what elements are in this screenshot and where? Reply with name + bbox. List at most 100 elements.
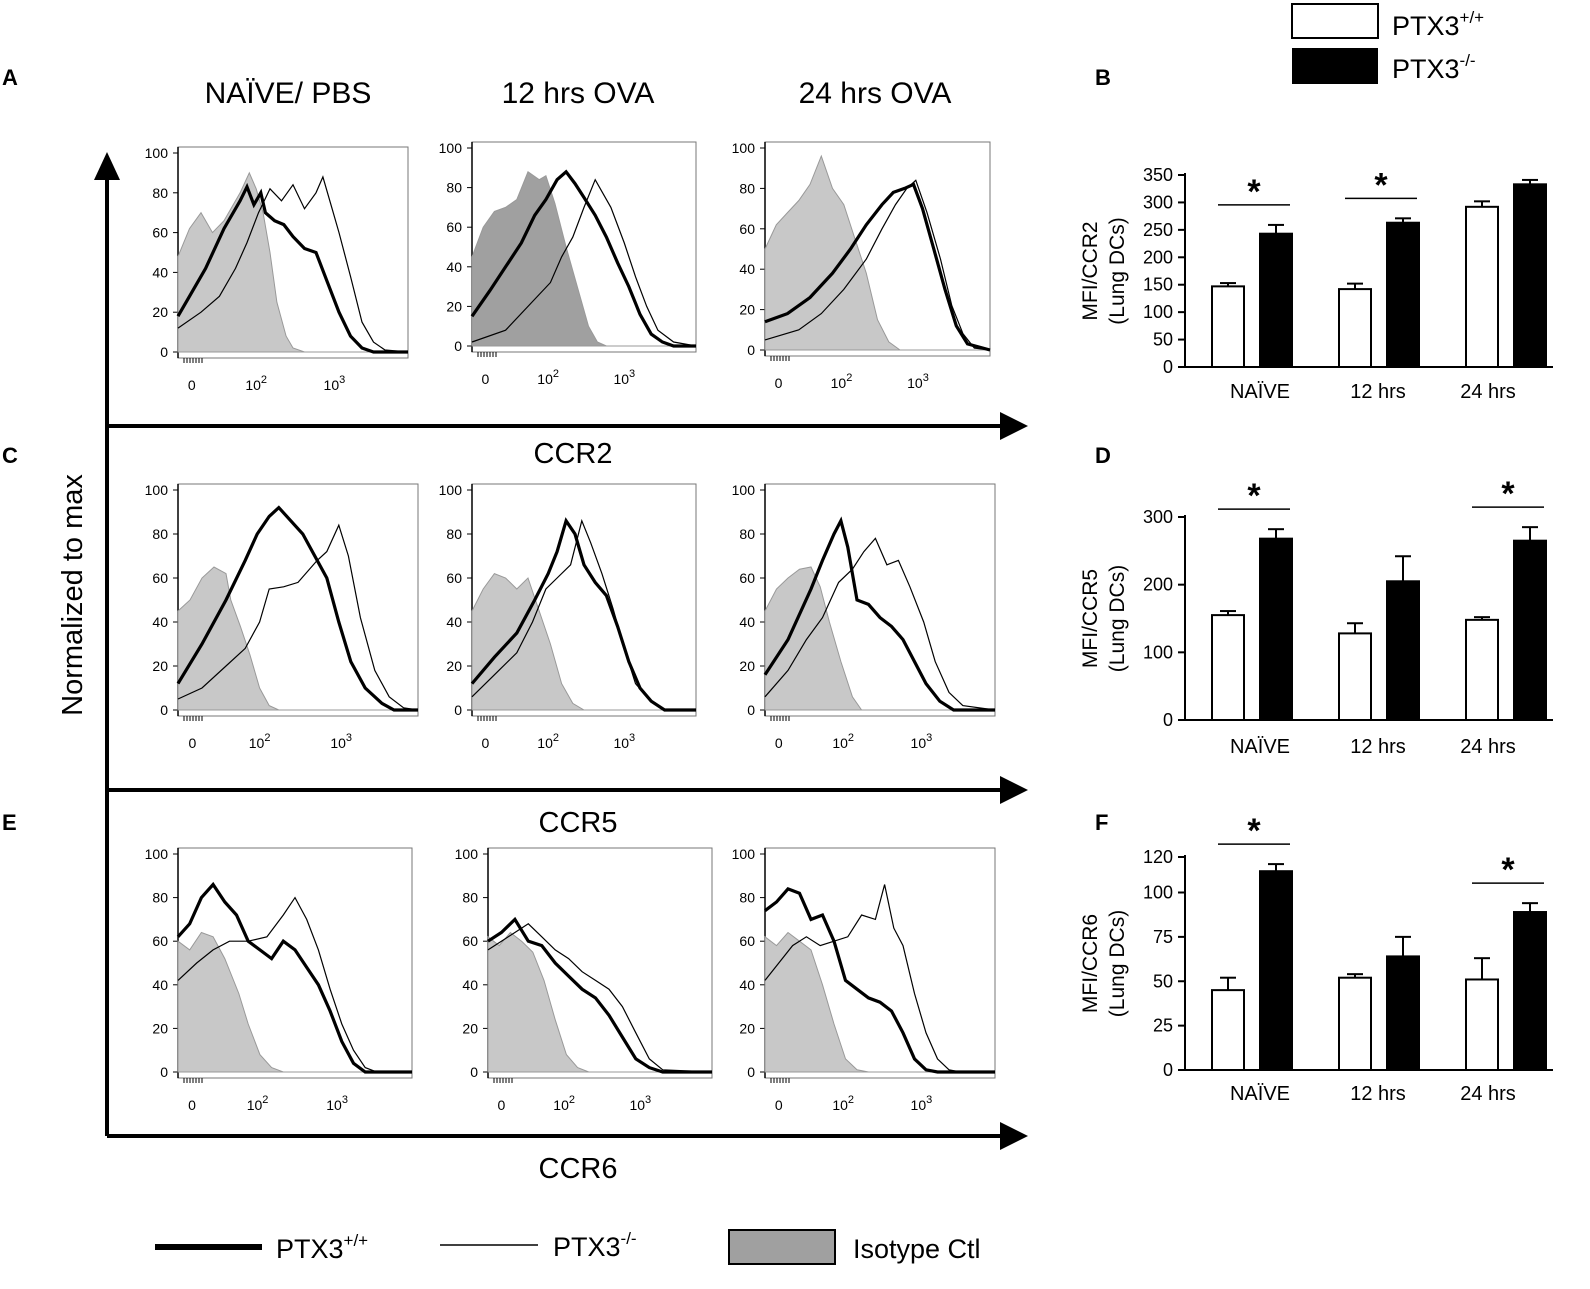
histogram-ptx3-wt-line <box>176 505 418 712</box>
histogram-x-tick-label: 0 <box>188 377 196 393</box>
significance-star: * <box>1501 475 1515 513</box>
bar-category-label: NAÏVE <box>1230 736 1290 758</box>
legend-top-ko-label: PTX3-/- <box>1392 51 1476 84</box>
histogram-ccr6-naive: 0 20 40 60 80 100 0 102 103 <box>145 846 413 1113</box>
histogram-isotype-area <box>764 931 995 1073</box>
bar-ptx3-wt <box>1338 976 1372 1072</box>
bar-y-tick-label: 0 <box>1163 710 1173 730</box>
histogram-y-tick-label: 40 <box>152 264 168 280</box>
histogram-x-tick-label: 0 <box>482 371 490 387</box>
bar-ptx3-wt <box>1211 614 1245 721</box>
histogram-y-tick-label: 40 <box>152 614 168 630</box>
bar-y-tick-label: 150 <box>1143 275 1173 295</box>
histogram-y-tick-label: 20 <box>152 304 168 320</box>
histogram-y-tick-label: 40 <box>739 614 755 630</box>
histogram-ptx3-wt-line <box>487 916 712 1074</box>
bar-y-tick-label: 300 <box>1143 192 1173 212</box>
bar-ptx3-ko <box>1513 183 1547 368</box>
bar-category-label: 12 hrs <box>1350 381 1406 403</box>
legend-top: PTX3+/+ PTX3-/- <box>1291 3 1484 84</box>
histogram-x-tick-label: 0 <box>775 375 783 391</box>
histogram-y-tick-label: 20 <box>739 1020 755 1036</box>
histogram-y-tick-label: 40 <box>739 977 755 993</box>
histogram-y-tick-label: 40 <box>446 259 462 275</box>
panel-label-b: B <box>1095 65 1111 90</box>
histogram-ptx3-ko-line <box>177 175 409 353</box>
histogram-y-tick-label: 60 <box>446 219 462 235</box>
histogram-y-tick-label: 60 <box>739 570 755 586</box>
histogram-ptx3-wt-line <box>763 516 995 712</box>
bar-category-label: 12 hrs <box>1350 736 1406 758</box>
bar-ptx3-wt <box>1211 989 1245 1071</box>
histogram-y-tick-label: 80 <box>152 526 168 542</box>
legend-top-wt-label: PTX3+/+ <box>1392 8 1484 41</box>
histogram-ptx3-wt-line <box>176 881 412 1074</box>
histogram-x-tick-label: 103 <box>613 368 635 387</box>
bar-ptx3-wt <box>1465 205 1499 368</box>
histogram-y-tick-label: 60 <box>152 225 168 241</box>
histogram-ccr2-12h: 0 20 40 60 80 100 0 102 103 <box>439 140 697 387</box>
histogram-x-tick-label: 103 <box>324 374 346 393</box>
panel-label-e: E <box>2 810 17 835</box>
histogram-ptx3-ko-line <box>471 178 697 347</box>
bar-ptx3-ko <box>1513 539 1547 722</box>
histogram-x-tick-label: 0 <box>775 1097 783 1113</box>
column-title-12h: 12 hrs OVA <box>502 77 655 110</box>
legend-top-wt-swatch <box>1291 3 1379 39</box>
histogram-isotype-area <box>764 566 995 711</box>
bar-y-label-sub: (Lung DCs) <box>1106 910 1129 1017</box>
histogram-y-tick-label: 20 <box>446 298 462 314</box>
bar-ptx3-wt <box>1338 288 1372 368</box>
histogram-y-tick-label: 20 <box>739 658 755 674</box>
legend-wt-label: PTX3+/+ <box>276 1231 368 1264</box>
histogram-isotype-area <box>177 171 408 353</box>
bar-ptx3-ko <box>1259 870 1293 1072</box>
histogram-y-tick-label: 20 <box>446 658 462 674</box>
histogram-x-tick-label: 102 <box>537 732 559 751</box>
histogram-ccr5-12h: 0 20 40 60 80 100 0 102 103 <box>439 482 697 751</box>
histogram-y-tick-label: 0 <box>747 702 755 718</box>
histogram-y-tick-label: 60 <box>152 570 168 586</box>
histogram-y-tick-label: 80 <box>446 180 462 196</box>
bar-y-label: MFI/CCR6 <box>1079 914 1102 1013</box>
legend-ko-label: PTX3-/- <box>553 1229 637 1262</box>
bar-y-tick-label: 100 <box>1143 302 1173 322</box>
histogram-layer: 0 20 40 60 80 100 0 102 103 0 20 40 60 80 100 0 102 103 0 2… <box>145 140 996 1113</box>
bar-y-tick-label: 300 <box>1143 507 1173 527</box>
histogram-y-tick-label: 40 <box>152 977 168 993</box>
histogram-y-tick-label: 60 <box>446 570 462 586</box>
row-arrow-ccr2-head <box>1000 412 1028 440</box>
bar-y-label-sub: (Lung DCs) <box>1106 565 1129 672</box>
histogram-y-tick-label: 60 <box>739 221 755 237</box>
bar-category-label: 24 hrs <box>1460 1083 1516 1105</box>
histogram-ccr2-24h: 0 20 40 60 80 100 0 102 103 <box>732 140 991 391</box>
bar-y-tick-label: 25 <box>1153 1016 1173 1036</box>
histogram-x-tick-label: 0 <box>189 735 197 751</box>
bar-ptx3-wt <box>1465 618 1499 721</box>
bar-y-tick-label: 50 <box>1153 330 1173 350</box>
bar-y-label-sub: (Lung DCs) <box>1106 217 1129 324</box>
histogram-y-tick-label: 20 <box>739 302 755 318</box>
histogram-y-tick-label: 60 <box>739 933 755 949</box>
histogram-x-tick-label: 102 <box>553 1094 575 1113</box>
bar-y-tick-label: 200 <box>1143 575 1173 595</box>
histogram-y-tick-label: 40 <box>462 977 478 993</box>
histogram-y-tick-label: 80 <box>739 890 755 906</box>
panel-label-f: F <box>1095 810 1108 835</box>
bar-y-tick-label: 0 <box>1163 1060 1173 1080</box>
bar-category-label: NAÏVE <box>1230 381 1290 403</box>
row-label-ccr6: CCR6 <box>539 1153 618 1185</box>
histogram-ccr6-24h: 0 20 40 60 80 100 0 102 103 <box>732 846 996 1113</box>
histogram-y-tick-label: 100 <box>439 140 463 156</box>
histogram-y-tick-label: 60 <box>152 933 168 949</box>
histogram-isotype-area <box>471 572 696 711</box>
histogram-y-tick-label: 80 <box>739 526 755 542</box>
histogram-ccr5-naive: 0 20 40 60 80 100 0 102 103 <box>145 482 419 751</box>
histogram-x-tick-label: 102 <box>537 368 559 387</box>
histogram-y-tick-label: 0 <box>160 344 168 360</box>
bar-chart-d: 0 100 200 300 MFI/CCR5 (Lung DCs) NAÏVE 12 hrs 2… <box>1079 475 1553 758</box>
row-label-ccr5: CCR5 <box>539 807 618 839</box>
histogram-x-tick-label: 0 <box>775 735 783 751</box>
